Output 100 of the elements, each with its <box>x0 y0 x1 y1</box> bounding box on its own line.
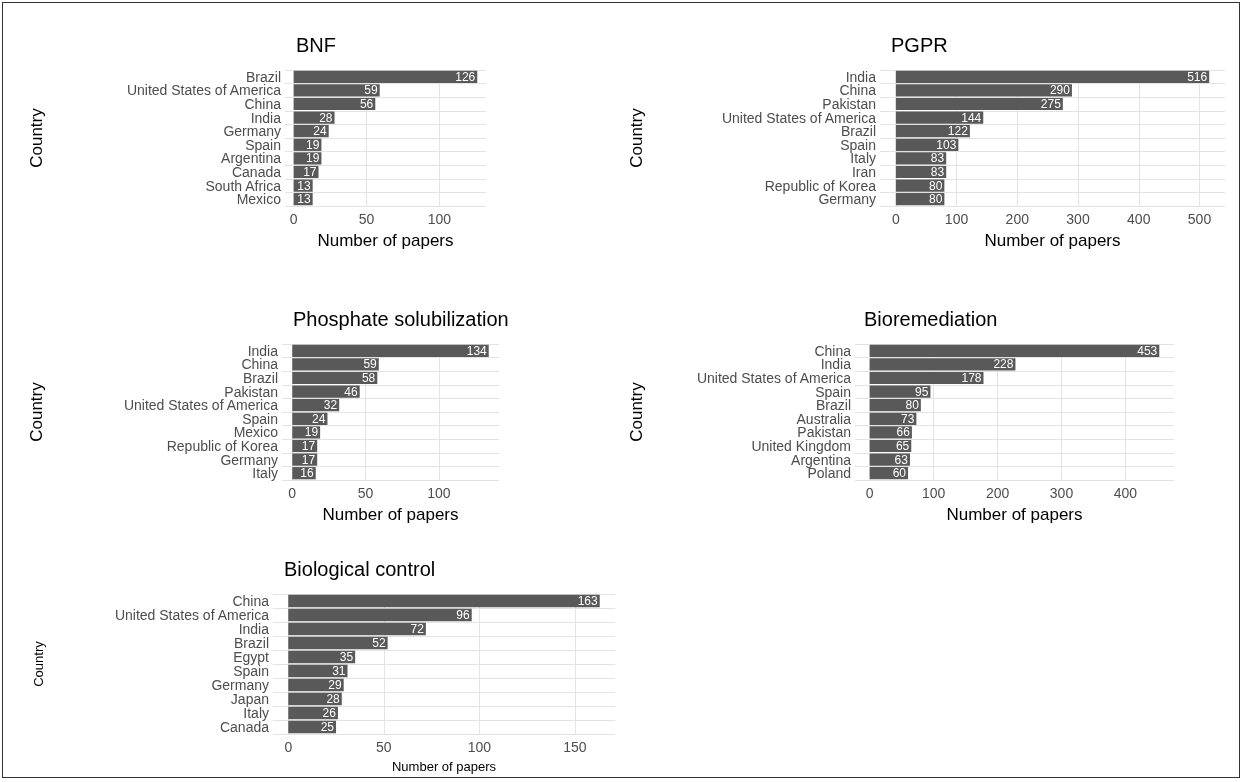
data-label: 19 <box>304 425 319 440</box>
data-label: 72 <box>410 622 425 636</box>
data-label: 453 <box>1137 343 1158 358</box>
data-label: 28 <box>326 692 341 706</box>
data-label: 24 <box>313 124 328 139</box>
data-label: 13 <box>297 178 311 193</box>
bar <box>288 622 426 636</box>
chart-title: BNF <box>296 34 336 56</box>
y-tick-label: Republic of Korea <box>166 438 279 454</box>
data-label: 144 <box>961 110 982 125</box>
x-axis-title: Number of papers <box>322 505 459 524</box>
x-tick-label: 0 <box>865 485 874 501</box>
y-tick-label: Brazil <box>245 68 281 85</box>
chart-title: PGPR <box>891 34 948 56</box>
y-tick-label: Egypt <box>233 649 270 665</box>
y-tick-label: Mexico <box>236 191 282 208</box>
y-axis-title: Country <box>27 107 46 168</box>
data-label: 17 <box>303 165 317 179</box>
data-label: 83 <box>930 151 945 166</box>
data-label: 58 <box>361 371 376 385</box>
data-label: 80 <box>929 192 943 207</box>
data-label: 178 <box>961 371 982 385</box>
y-tick-label: Pakistan <box>224 383 278 400</box>
y-tick-label: India <box>820 356 852 373</box>
y-tick-label: Italy <box>243 705 269 721</box>
y-tick-label: Germany <box>223 123 281 140</box>
chart-title: Bioremediation <box>864 308 998 330</box>
y-tick-label: United States of America <box>126 82 282 99</box>
data-label: 80 <box>905 398 920 413</box>
y-tick-label: Spain <box>233 663 269 679</box>
x-tick-label: 100 <box>467 739 492 755</box>
x-tick-label: 200 <box>1005 211 1030 227</box>
x-tick-label: 0 <box>289 211 298 227</box>
x-tick-label: 0 <box>284 739 293 755</box>
data-label: 25 <box>320 720 335 734</box>
x-tick-label: 50 <box>357 485 374 501</box>
x-tick-label: 400 <box>1113 485 1138 501</box>
data-label: 60 <box>892 466 907 481</box>
data-label: 17 <box>301 439 316 453</box>
bar <box>288 608 472 622</box>
data-label: 95 <box>915 384 929 399</box>
y-tick-label: China <box>814 342 852 359</box>
x-tick-label: 0 <box>891 211 900 227</box>
x-axis-title: Number of papers <box>317 231 454 250</box>
data-label: 52 <box>372 636 386 650</box>
y-tick-label: India <box>247 342 279 359</box>
data-label: 19 <box>306 151 320 166</box>
y-tick-label: South Africa <box>205 177 282 194</box>
x-tick-label: 200 <box>985 485 1010 501</box>
y-tick-label: United States of America <box>721 109 877 126</box>
x-axis-title: Number of papers <box>391 759 497 774</box>
x-tick-label: 100 <box>921 485 946 501</box>
y-tick-label: China <box>232 593 270 609</box>
y-tick-label: Canada <box>219 719 270 735</box>
y-tick-label: Germany <box>220 451 278 468</box>
data-label: 17 <box>301 452 316 467</box>
x-tick-label: 100 <box>427 485 451 501</box>
x-tick-label: 100 <box>427 211 452 227</box>
data-label: 103 <box>936 137 957 152</box>
data-label: 122 <box>947 124 969 139</box>
data-label: 32 <box>323 398 338 413</box>
data-label: 65 <box>895 439 910 453</box>
y-axis-title: Country <box>627 107 646 168</box>
data-label: 126 <box>455 69 476 84</box>
y-tick-label: Republic of Korea <box>764 177 877 194</box>
data-label: 63 <box>894 452 909 467</box>
x-tick-label: 300 <box>1066 211 1090 227</box>
y-axis-title: Country <box>627 381 646 442</box>
bar <box>288 594 600 608</box>
x-tick-label: 150 <box>563 739 587 755</box>
data-label: 290 <box>1049 83 1071 98</box>
data-label: 96 <box>456 608 471 622</box>
y-tick-label: India <box>845 68 877 85</box>
data-label: 80 <box>929 178 943 193</box>
data-label: 28 <box>319 110 333 125</box>
y-tick-label: Pakistan <box>822 96 876 112</box>
y-tick-label: United Kingdom <box>751 438 851 454</box>
x-tick-label: 300 <box>1049 485 1074 501</box>
x-tick-label: 50 <box>358 211 375 227</box>
y-tick-label: Brazil <box>242 370 278 386</box>
data-label: 275 <box>1040 97 1062 111</box>
y-tick-label: United States of America <box>696 370 852 386</box>
x-tick-label: 500 <box>1187 211 1212 227</box>
bar <box>288 636 388 650</box>
data-label: 26 <box>322 706 337 720</box>
data-label: 31 <box>332 664 346 678</box>
y-tick-label: Spain <box>815 383 851 400</box>
x-tick-label: 400 <box>1127 211 1151 227</box>
data-label: 19 <box>306 137 320 152</box>
y-tick-label: India <box>250 109 282 126</box>
x-axis-title: Number of papers <box>946 505 1083 524</box>
y-tick-label: United States of America <box>114 607 270 623</box>
x-tick-label: 50 <box>376 739 392 755</box>
x-tick-label: 0 <box>288 485 297 501</box>
data-label: 13 <box>297 192 311 207</box>
data-label: 24 <box>312 411 326 426</box>
y-tick-label: China <box>244 96 282 112</box>
data-label: 16 <box>300 466 315 481</box>
data-label: 66 <box>896 425 911 440</box>
data-label: 163 <box>577 594 599 608</box>
